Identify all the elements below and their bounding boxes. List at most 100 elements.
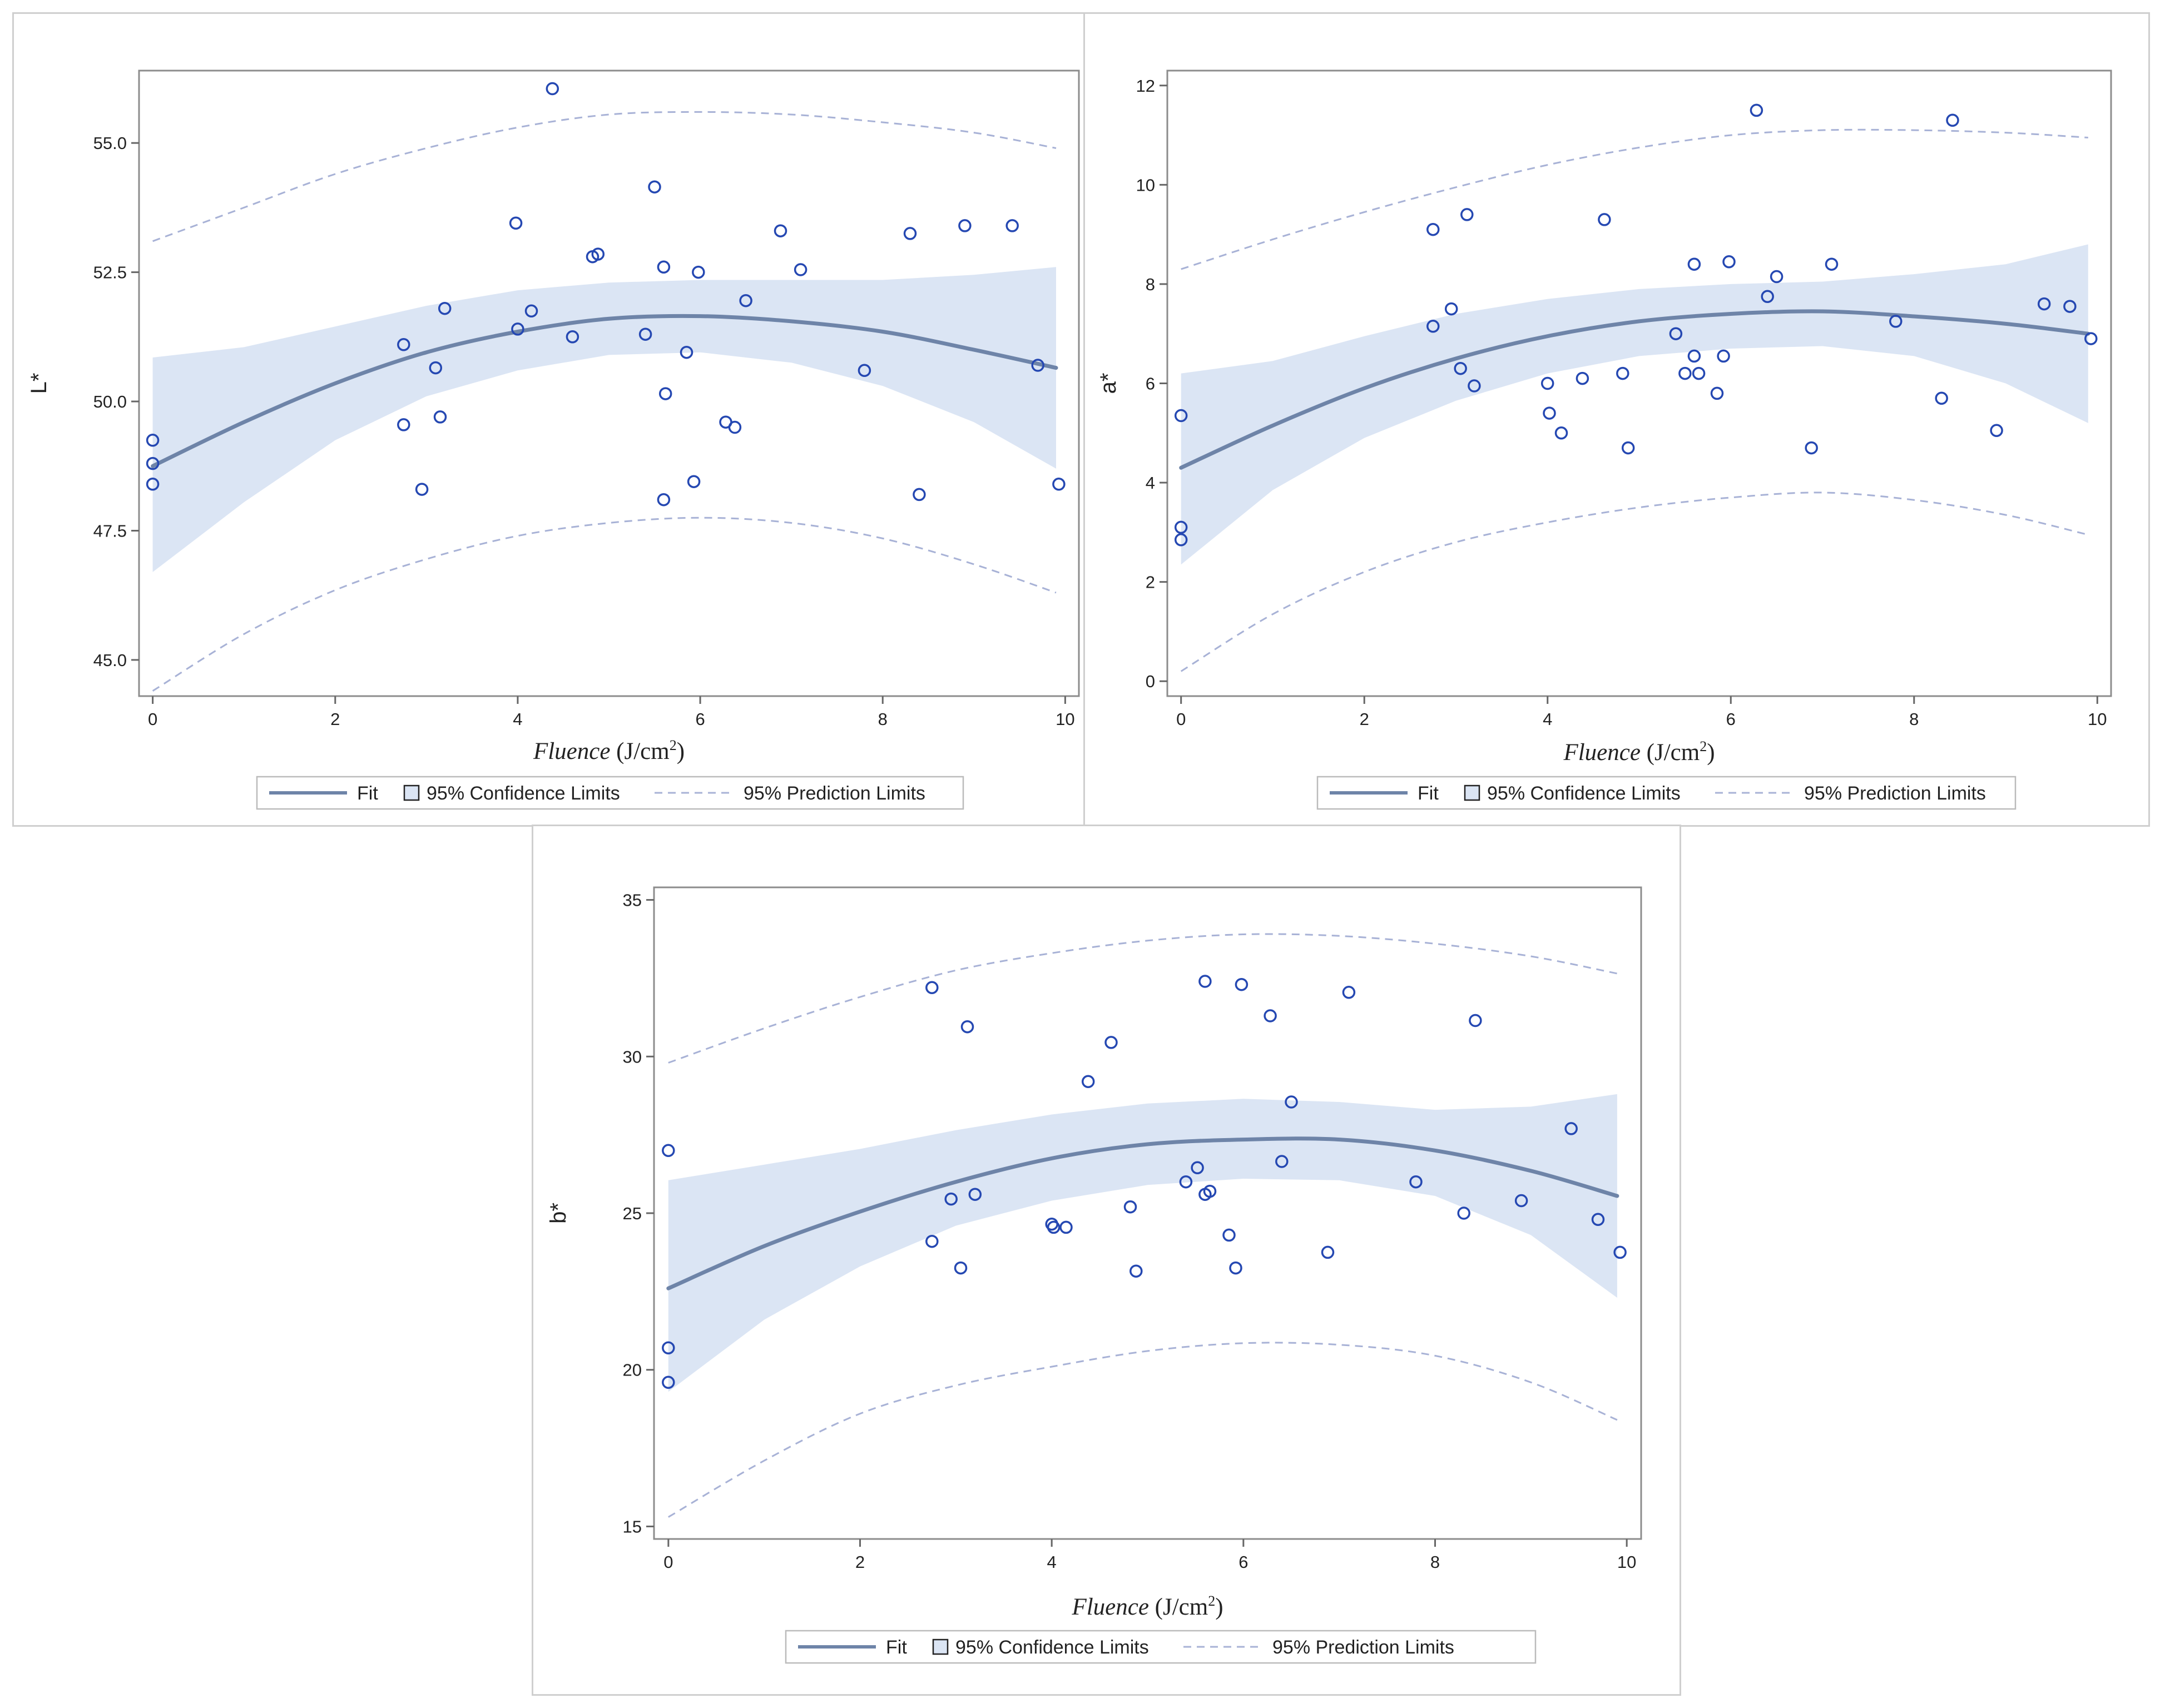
data-point <box>1554 426 1568 440</box>
data-point <box>1669 327 1683 340</box>
x-tick-label: 2 <box>855 1552 865 1572</box>
legend-fit-label: Fit <box>886 1637 907 1658</box>
data-point <box>2063 300 2077 313</box>
data-point <box>903 227 917 240</box>
x-tick-label: 8 <box>1909 709 1919 729</box>
data-point <box>2084 332 2098 345</box>
data-point <box>657 493 671 507</box>
data-point <box>858 364 871 378</box>
data-point <box>1457 1206 1470 1220</box>
y-tick-label: 47.5 <box>93 521 127 540</box>
data-point <box>1710 386 1724 400</box>
data-point <box>1235 977 1249 991</box>
confidence-band <box>1181 244 2088 565</box>
x-tick-label: 10 <box>1056 709 1074 729</box>
x-tick-label: 10 <box>1617 1552 1636 1572</box>
x-tick-label: 4 <box>1543 709 1552 729</box>
chart-a-star: 0 2 4 6 8 10 0 2 4 6 8 10 12 a* Fluence (J/cm2) Fit 95% … <box>1096 69 2112 810</box>
x-tick-label: 2 <box>1360 709 1369 729</box>
data-point <box>1935 391 1948 405</box>
x-tick-label: 0 <box>663 1552 673 1572</box>
data-point <box>774 224 787 237</box>
prediction-upper-line <box>1181 128 2088 270</box>
legend-prediction-label: 95% Prediction Limits <box>1804 783 1986 804</box>
legend-confidence-swatch <box>403 785 420 801</box>
data-point <box>1285 1095 1298 1109</box>
data-point <box>913 488 926 502</box>
x-tick-label: 8 <box>878 709 888 729</box>
data-point <box>1946 113 1959 127</box>
data-point <box>1321 1245 1335 1259</box>
legend-frame <box>785 1630 1537 1664</box>
data-point <box>546 82 559 96</box>
data-point <box>1104 1036 1118 1049</box>
data-point <box>1229 1261 1242 1275</box>
x-tick-label: 6 <box>695 709 705 729</box>
y-tick-label: 2 <box>1146 573 1155 592</box>
legend-frame <box>256 776 964 810</box>
fit-line <box>1179 309 2090 470</box>
data-point <box>1687 349 1701 363</box>
y-tick-label: 8 <box>1146 275 1155 294</box>
data-point <box>638 327 652 341</box>
data-point <box>1889 315 1903 328</box>
data-point <box>1460 208 1474 221</box>
data-point <box>524 304 538 318</box>
data-point <box>509 216 523 230</box>
data-point <box>1750 103 1763 117</box>
legend-prediction-label: 95% Prediction Limits <box>744 783 925 804</box>
data-point <box>1198 975 1212 988</box>
legend-fit-label: Fit <box>357 783 378 804</box>
data-point <box>1514 1194 1528 1208</box>
y-tick-label: 15 <box>623 1517 642 1536</box>
data-point <box>925 1234 939 1248</box>
legend-confidence-swatch <box>1464 785 1480 801</box>
data-point <box>1342 986 1356 999</box>
data-point <box>1543 406 1556 420</box>
x-tick-label: 8 <box>1430 1552 1440 1572</box>
data-point <box>1692 366 1706 380</box>
data-point <box>1174 520 1188 534</box>
data-point <box>1717 349 1730 363</box>
data-point <box>657 260 671 274</box>
data-point <box>1426 320 1440 333</box>
data-point <box>566 330 579 344</box>
data-point <box>1678 366 1692 380</box>
data-point <box>1990 424 2003 438</box>
data-point <box>1770 270 1784 284</box>
data-point <box>954 1261 968 1275</box>
data-point <box>1031 359 1044 372</box>
data-point <box>728 420 742 434</box>
data-point <box>1081 1075 1095 1089</box>
legend-confidence-label: 95% Confidence Limits <box>955 1637 1149 1658</box>
x-tick-label: 2 <box>330 709 340 729</box>
data-point <box>397 338 410 351</box>
data-point <box>680 345 693 359</box>
fit-line <box>666 1136 1619 1290</box>
y-tick-label: 12 <box>1136 76 1155 96</box>
data-point <box>1275 1155 1289 1168</box>
data-point <box>1576 371 1589 385</box>
data-point <box>1059 1220 1073 1234</box>
y-tick-label: 45.0 <box>93 651 127 670</box>
data-point <box>692 265 705 279</box>
data-point <box>1047 1220 1061 1234</box>
x-tick-label: 6 <box>1726 709 1736 729</box>
data-point <box>1454 361 1467 375</box>
data-point <box>2037 297 2051 311</box>
data-point <box>1805 441 1818 455</box>
legend-prediction-label: 95% Prediction Limits <box>1272 1637 1454 1658</box>
y-tick-label: 55.0 <box>93 133 127 153</box>
y-axis-label: b* <box>546 1203 571 1224</box>
data-point <box>438 301 452 315</box>
data-point <box>1174 409 1188 423</box>
data-point <box>146 478 160 491</box>
data-point <box>511 322 524 336</box>
data-point <box>662 1341 675 1355</box>
x-tick-label: 0 <box>148 709 157 729</box>
x-tick-label: 0 <box>1176 709 1186 729</box>
data-point <box>1174 533 1188 547</box>
y-tick-label: 4 <box>1146 473 1155 493</box>
data-point <box>1444 302 1458 316</box>
y-tick-label: 30 <box>623 1047 642 1066</box>
